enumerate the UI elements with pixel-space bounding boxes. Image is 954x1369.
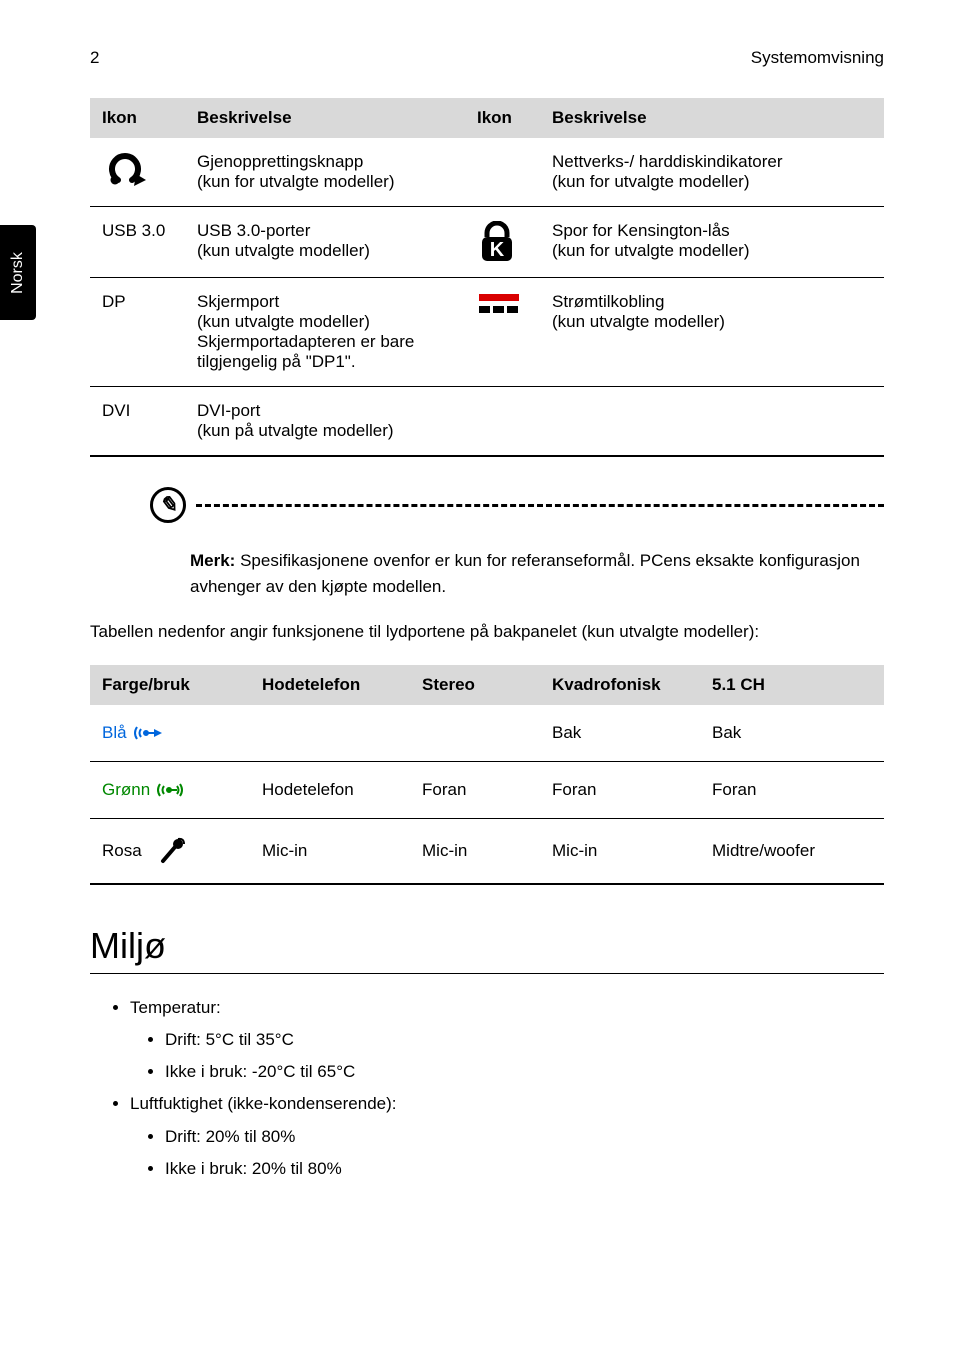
cell-ch: Midtre/woofer xyxy=(700,818,884,884)
cell-desc: Nettverks-/ harddiskindikatorer (kun for… xyxy=(540,138,884,207)
cell-icon xyxy=(465,387,540,457)
cell-hode: Mic-in xyxy=(250,818,410,884)
cell-kvadro: Mic-in xyxy=(540,818,700,884)
th-farge: Farge/bruk xyxy=(90,665,250,705)
table-row: Grønn Hodetelefon Foran Foran Foran xyxy=(90,761,884,818)
table-header-row: Ikon Beskrivelse Ikon Beskrivelse xyxy=(90,98,884,138)
note-dashes xyxy=(196,504,884,507)
cell-desc: Gjenopprettingsknapp (kun for utvalgte m… xyxy=(185,138,465,207)
list-item: Luftfuktighet (ikke-kondenserende): Drif… xyxy=(130,1088,884,1185)
th-ikon2: Ikon xyxy=(465,98,540,138)
power-connector-icon xyxy=(477,292,521,316)
table-row: Rosa Mic-in Mic-in Mic-in Midtre/woofer xyxy=(90,818,884,884)
list-item: Temperatur: Drift: 5°C til 35°C Ikke i b… xyxy=(130,992,884,1089)
svg-text:K: K xyxy=(490,239,505,261)
cell-icon xyxy=(465,278,540,387)
cell-kvadro: Bak xyxy=(540,705,700,762)
cell-color: Rosa xyxy=(90,818,250,884)
line-in-icon xyxy=(133,723,165,743)
cell-stereo: Foran xyxy=(410,761,540,818)
th-stereo: Stereo xyxy=(410,665,540,705)
cell-desc: Strømtilkobling (kun utvalgte modeller) xyxy=(540,278,884,387)
table-header-row: Farge/bruk Hodetelefon Stereo Kvadrofoni… xyxy=(90,665,884,705)
color-name: Rosa xyxy=(102,841,142,861)
env-list: Temperatur: Drift: 5°C til 35°C Ikke i b… xyxy=(130,992,884,1186)
page-title: Systemomvisning xyxy=(751,48,884,68)
th-hode: Hodetelefon xyxy=(250,665,410,705)
th-besk2: Beskrivelse xyxy=(540,98,884,138)
cell-icon xyxy=(90,138,185,207)
page-header: 2 Systemomvisning xyxy=(90,48,884,68)
table-row: DP Skjermport (kun utvalgte modeller) Sk… xyxy=(90,278,884,387)
table-row: USB 3.0 USB 3.0-porter (kun utvalgte mod… xyxy=(90,207,884,278)
cell-color: Blå xyxy=(90,705,250,762)
table-row: Gjenopprettingsknapp (kun for utvalgte m… xyxy=(90,138,884,207)
section-title: Miljø xyxy=(90,925,884,974)
mic-icon xyxy=(158,837,186,865)
cell-hode: Hodetelefon xyxy=(250,761,410,818)
note-icon: ✎ xyxy=(150,487,186,523)
note-body: Spesifikasjonene ovenfor er kun for refe… xyxy=(190,551,860,596)
th-kvadro: Kvadrofonisk xyxy=(540,665,700,705)
cell-stereo xyxy=(410,705,540,762)
table-row: Blå Bak Bak xyxy=(90,705,884,762)
th-besk1: Beskrivelse xyxy=(185,98,465,138)
cell-ch: Foran xyxy=(700,761,884,818)
th-51ch: 5.1 CH xyxy=(700,665,884,705)
kensington-lock-icon: K xyxy=(477,221,517,263)
side-tab: Norsk xyxy=(0,225,36,320)
cell-icon: K xyxy=(465,207,540,278)
color-name: Grønn xyxy=(102,780,150,800)
cell-desc: USB 3.0-porter (kun utvalgte modeller) xyxy=(185,207,465,278)
list-item: Ikke i bruk: 20% til 80% xyxy=(165,1153,884,1185)
audio-table: Farge/bruk Hodetelefon Stereo Kvadrofoni… xyxy=(90,665,884,885)
cell-ch: Bak xyxy=(700,705,884,762)
cell-desc: Skjermport (kun utvalgte modeller) Skjer… xyxy=(185,278,465,387)
note-text: Merk: Spesifikasjonene ovenfor er kun fo… xyxy=(190,548,884,599)
note-label: Merk: xyxy=(190,551,235,570)
cell-text: DP xyxy=(90,278,185,387)
icon-table: Ikon Beskrivelse Ikon Beskrivelse Gjenop… xyxy=(90,98,884,457)
cell-stereo: Mic-in xyxy=(410,818,540,884)
th-ikon1: Ikon xyxy=(90,98,185,138)
list-item: Ikke i bruk: -20°C til 65°C xyxy=(165,1056,884,1088)
page-number: 2 xyxy=(90,48,99,68)
cell-text: DVI xyxy=(90,387,185,457)
cell-desc xyxy=(540,387,884,457)
audio-intro: Tabellen nedenfor angir funksjonene til … xyxy=(90,619,884,645)
note-box: ✎ xyxy=(150,487,884,523)
cell-desc: Spor for Kensington-lås (kun for utvalgt… xyxy=(540,207,884,278)
cell-text: USB 3.0 xyxy=(90,207,185,278)
cell-icon xyxy=(465,138,540,207)
color-name: Blå xyxy=(102,723,127,743)
page: Norsk 2 Systemomvisning Ikon Beskrivelse… xyxy=(0,0,954,1233)
cell-kvadro: Foran xyxy=(540,761,700,818)
cell-color: Grønn xyxy=(90,761,250,818)
line-out-icon xyxy=(156,780,188,800)
cell-hode xyxy=(250,705,410,762)
cell-desc: DVI-port (kun på utvalgte modeller) xyxy=(185,387,465,457)
table-row: DVI DVI-port (kun på utvalgte modeller) xyxy=(90,387,884,457)
recovery-icon xyxy=(102,152,148,186)
list-item: Drift: 5°C til 35°C xyxy=(165,1024,884,1056)
side-tab-label: Norsk xyxy=(9,252,27,294)
list-item: Drift: 20% til 80% xyxy=(165,1121,884,1153)
